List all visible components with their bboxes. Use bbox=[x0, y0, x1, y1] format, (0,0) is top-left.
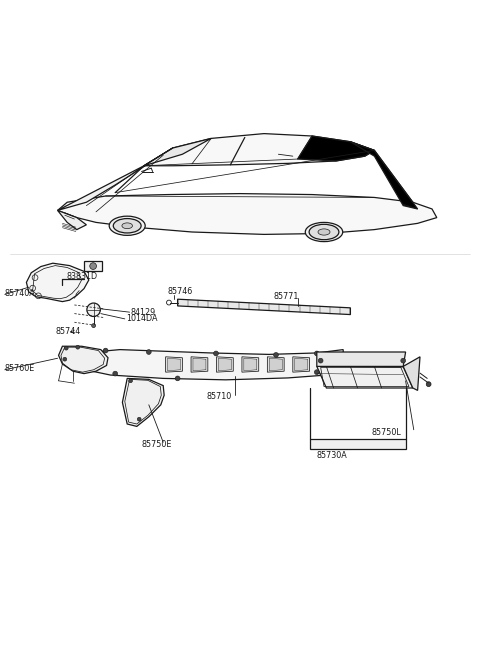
Polygon shape bbox=[295, 358, 308, 371]
Polygon shape bbox=[244, 358, 257, 371]
Polygon shape bbox=[58, 194, 437, 234]
Text: 85746: 85746 bbox=[167, 287, 192, 297]
Circle shape bbox=[82, 352, 86, 357]
Polygon shape bbox=[317, 367, 413, 388]
Text: 85740A: 85740A bbox=[5, 289, 36, 298]
Polygon shape bbox=[191, 357, 208, 372]
Polygon shape bbox=[317, 352, 406, 367]
Text: 1014DA: 1014DA bbox=[126, 314, 157, 323]
Circle shape bbox=[92, 323, 96, 327]
Circle shape bbox=[175, 376, 180, 380]
Polygon shape bbox=[267, 357, 284, 372]
Circle shape bbox=[401, 358, 406, 363]
Circle shape bbox=[334, 356, 338, 361]
Circle shape bbox=[90, 262, 96, 270]
Polygon shape bbox=[269, 358, 282, 371]
Polygon shape bbox=[298, 136, 374, 161]
Ellipse shape bbox=[113, 218, 141, 233]
Circle shape bbox=[64, 346, 68, 350]
Circle shape bbox=[314, 370, 319, 375]
Circle shape bbox=[314, 351, 319, 356]
Circle shape bbox=[214, 351, 218, 356]
Circle shape bbox=[137, 417, 141, 421]
Text: 85744: 85744 bbox=[55, 327, 81, 337]
Polygon shape bbox=[58, 148, 173, 211]
Circle shape bbox=[76, 345, 80, 349]
Polygon shape bbox=[122, 379, 164, 426]
Polygon shape bbox=[26, 263, 89, 302]
Circle shape bbox=[129, 379, 132, 382]
Text: 85750L: 85750L bbox=[372, 428, 402, 437]
Polygon shape bbox=[293, 357, 310, 372]
Polygon shape bbox=[403, 357, 420, 390]
Text: 85710: 85710 bbox=[206, 392, 232, 401]
Ellipse shape bbox=[309, 224, 339, 239]
Circle shape bbox=[426, 382, 431, 386]
Circle shape bbox=[63, 358, 67, 361]
Text: 85750E: 85750E bbox=[142, 440, 172, 449]
Polygon shape bbox=[166, 357, 182, 372]
Polygon shape bbox=[178, 299, 350, 315]
Polygon shape bbox=[218, 358, 231, 371]
Polygon shape bbox=[310, 440, 406, 449]
Circle shape bbox=[146, 350, 151, 354]
Text: 83831D: 83831D bbox=[66, 272, 97, 281]
FancyBboxPatch shape bbox=[84, 261, 102, 272]
Circle shape bbox=[87, 303, 100, 316]
Polygon shape bbox=[58, 211, 86, 230]
Text: 85760E: 85760E bbox=[5, 364, 35, 373]
Text: 84129: 84129 bbox=[131, 308, 156, 317]
Polygon shape bbox=[350, 142, 418, 209]
Text: 85771: 85771 bbox=[274, 293, 299, 301]
Polygon shape bbox=[242, 357, 259, 372]
Circle shape bbox=[318, 358, 323, 363]
Ellipse shape bbox=[122, 223, 132, 229]
Text: 85730A: 85730A bbox=[317, 451, 348, 460]
Polygon shape bbox=[216, 357, 233, 372]
Polygon shape bbox=[144, 134, 374, 166]
Ellipse shape bbox=[318, 229, 330, 235]
Polygon shape bbox=[193, 358, 206, 371]
Ellipse shape bbox=[109, 216, 145, 236]
Polygon shape bbox=[59, 346, 108, 374]
Circle shape bbox=[103, 348, 108, 353]
Polygon shape bbox=[168, 358, 180, 371]
Circle shape bbox=[113, 371, 118, 376]
Polygon shape bbox=[144, 138, 211, 166]
Polygon shape bbox=[74, 350, 343, 380]
Ellipse shape bbox=[305, 222, 343, 241]
Circle shape bbox=[274, 352, 278, 358]
